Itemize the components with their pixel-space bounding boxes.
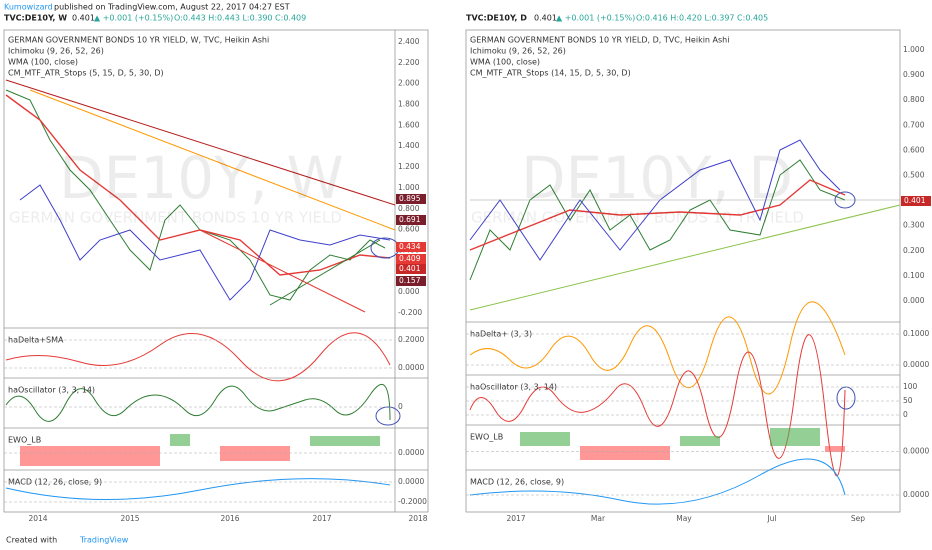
price-tag: [396, 194, 426, 204]
legend-line: GERMAN GOVERNMENT BONDS 10 YR YIELD, D, …: [470, 36, 729, 45]
change: ▲ +0.001 (+0.15%): [556, 14, 635, 23]
price-tag: [396, 254, 426, 264]
price-axis-label: 0.000: [903, 296, 925, 305]
pane-axis-label: 100: [903, 382, 918, 391]
pane-axis-label: -0.2000: [398, 497, 427, 506]
pane-title: MACD (12, 26, close, 9): [470, 478, 564, 487]
change: ▲ +0.001 (+0.15%): [94, 14, 173, 23]
time-axis-label: Mar: [591, 514, 606, 523]
time-axis-label: Jul: [766, 514, 776, 523]
ohlc: O:0.443 H:0.443 L:0.390 C:0.409: [174, 14, 306, 23]
price-axis-label: 1.800: [398, 100, 420, 109]
legend-line: Ichimoku (9, 26, 52, 26): [470, 47, 566, 56]
pane-axis-label: 0.2000: [398, 335, 424, 344]
price-tag-label: 0.895: [399, 194, 421, 203]
right-ewo-bars: [520, 428, 845, 460]
brand[interactable]: TradingView: [79, 536, 129, 545]
price-axis-label: 0.600: [398, 225, 420, 234]
price-tag: [396, 215, 426, 225]
price-tag: [396, 242, 426, 252]
price-axis-label: 0.200: [903, 246, 925, 255]
price-tag-label: 0.401: [904, 196, 926, 205]
pane-axis-label: 0.0000: [903, 490, 929, 499]
time-axis-label: 2018: [408, 514, 427, 523]
watermark-sub: GERMAN GOVERNMENT BONDS 10 YR YIELD: [9, 209, 342, 227]
watermark: DE10Y, D: [521, 144, 793, 212]
legend-line: GERMAN GOVERNMENT BONDS 10 YR YIELD, W, …: [8, 36, 269, 45]
author[interactable]: Kumowizard: [4, 3, 53, 12]
left-drawing: [5, 79, 401, 501]
price-tag-label: 0.434: [399, 242, 421, 251]
price-axis-label: 1.600: [398, 120, 420, 129]
symbol: TVC:DE10Y, W: [4, 14, 67, 23]
price-axis-label: 2.400: [398, 37, 420, 46]
price-tag: [396, 264, 426, 274]
price-axis-label: 0.700: [903, 120, 925, 129]
price-axis-label: 1.000: [903, 45, 925, 54]
price-axis-label: 0.800: [398, 204, 420, 213]
pane-axis-label: 50: [903, 396, 913, 405]
pane-axis-label: 0.0000: [398, 477, 424, 486]
legend-line: WMA (100, close): [8, 58, 78, 67]
pane-axis-label: 0.0000: [398, 363, 424, 372]
price-axis-label: 2.200: [398, 58, 420, 67]
pane-axis-label: 0.0000: [903, 360, 929, 369]
price-axis-label: 1.000: [398, 183, 420, 192]
watermark-sub: GERMAN GOVERNMENT BONDS 10 YR YIELD: [471, 209, 804, 227]
legend-line: CM_MTF_ATR_Stops (14, 15, D, 5, 30, D): [470, 69, 631, 78]
legend-line: CM_MTF_ATR_Stops (5, 15, D, 5, 30, D): [8, 69, 164, 78]
pane-title: haOscillator (3, 3, 14): [8, 386, 95, 395]
time-axis-label: 2017: [312, 514, 331, 523]
time-axis-label: May: [676, 514, 692, 523]
price-axis-label: 0.300: [903, 221, 925, 230]
price-axis-label: 0.600: [903, 145, 925, 154]
pane-axis-label: 0.0000: [903, 447, 929, 456]
pane-axis-label: 0: [903, 410, 908, 419]
pane-title: EWO_LB: [470, 433, 503, 442]
price-axis-label: 1.400: [398, 141, 420, 150]
price-axis-label: 2.000: [398, 79, 420, 88]
time-axis-label: 2014: [28, 514, 47, 523]
right-drawing: [469, 139, 901, 505]
price-tag-label: 0.691: [399, 215, 421, 224]
legend-line: WMA (100, close): [470, 58, 540, 67]
price-axis-label: 0.900: [903, 70, 925, 79]
left-ewo-bars: [20, 434, 380, 466]
price-axis-label: 1.200: [398, 162, 420, 171]
price-tag-label: 0.401: [399, 264, 421, 273]
watermark: DE10Y, W: [59, 144, 344, 212]
pane-axis-label: 0.1000: [903, 329, 929, 338]
symbol: TVC:DE10Y, D: [466, 14, 527, 23]
pane-axis-label: 0.0000: [398, 448, 424, 457]
pane-axis-label: 0: [398, 402, 403, 411]
price-tag-label: 0.409: [399, 254, 421, 263]
price-tag: [901, 196, 931, 206]
published: published on TradingView.com, August 22,…: [54, 3, 290, 12]
legend-line: Ichimoku (9, 26, 52, 26): [8, 47, 104, 56]
price-axis-label: 0.000: [398, 287, 420, 296]
created-with: Created with: [6, 536, 57, 545]
price-axis-label: -0.200: [398, 308, 422, 317]
last: 0.401: [72, 14, 95, 23]
price-axis-label: 0.500: [903, 171, 925, 180]
price-axis-label: 0.800: [903, 95, 925, 104]
time-axis-label: 2015: [120, 514, 139, 523]
last: 0.401: [534, 14, 557, 23]
time-axis-label: 2016: [220, 514, 239, 523]
time-axis-label: 2017: [506, 514, 525, 523]
pane-title: EWO_LB: [8, 436, 41, 445]
price-tag: [396, 276, 426, 286]
ohlc: O:0.416 H:0.420 L:0.397 C:0.405: [636, 14, 768, 23]
price-axis-label: 0.100: [903, 271, 925, 280]
time-axis-label: Sep: [851, 514, 865, 523]
price-tag-label: 0.157: [399, 276, 421, 285]
